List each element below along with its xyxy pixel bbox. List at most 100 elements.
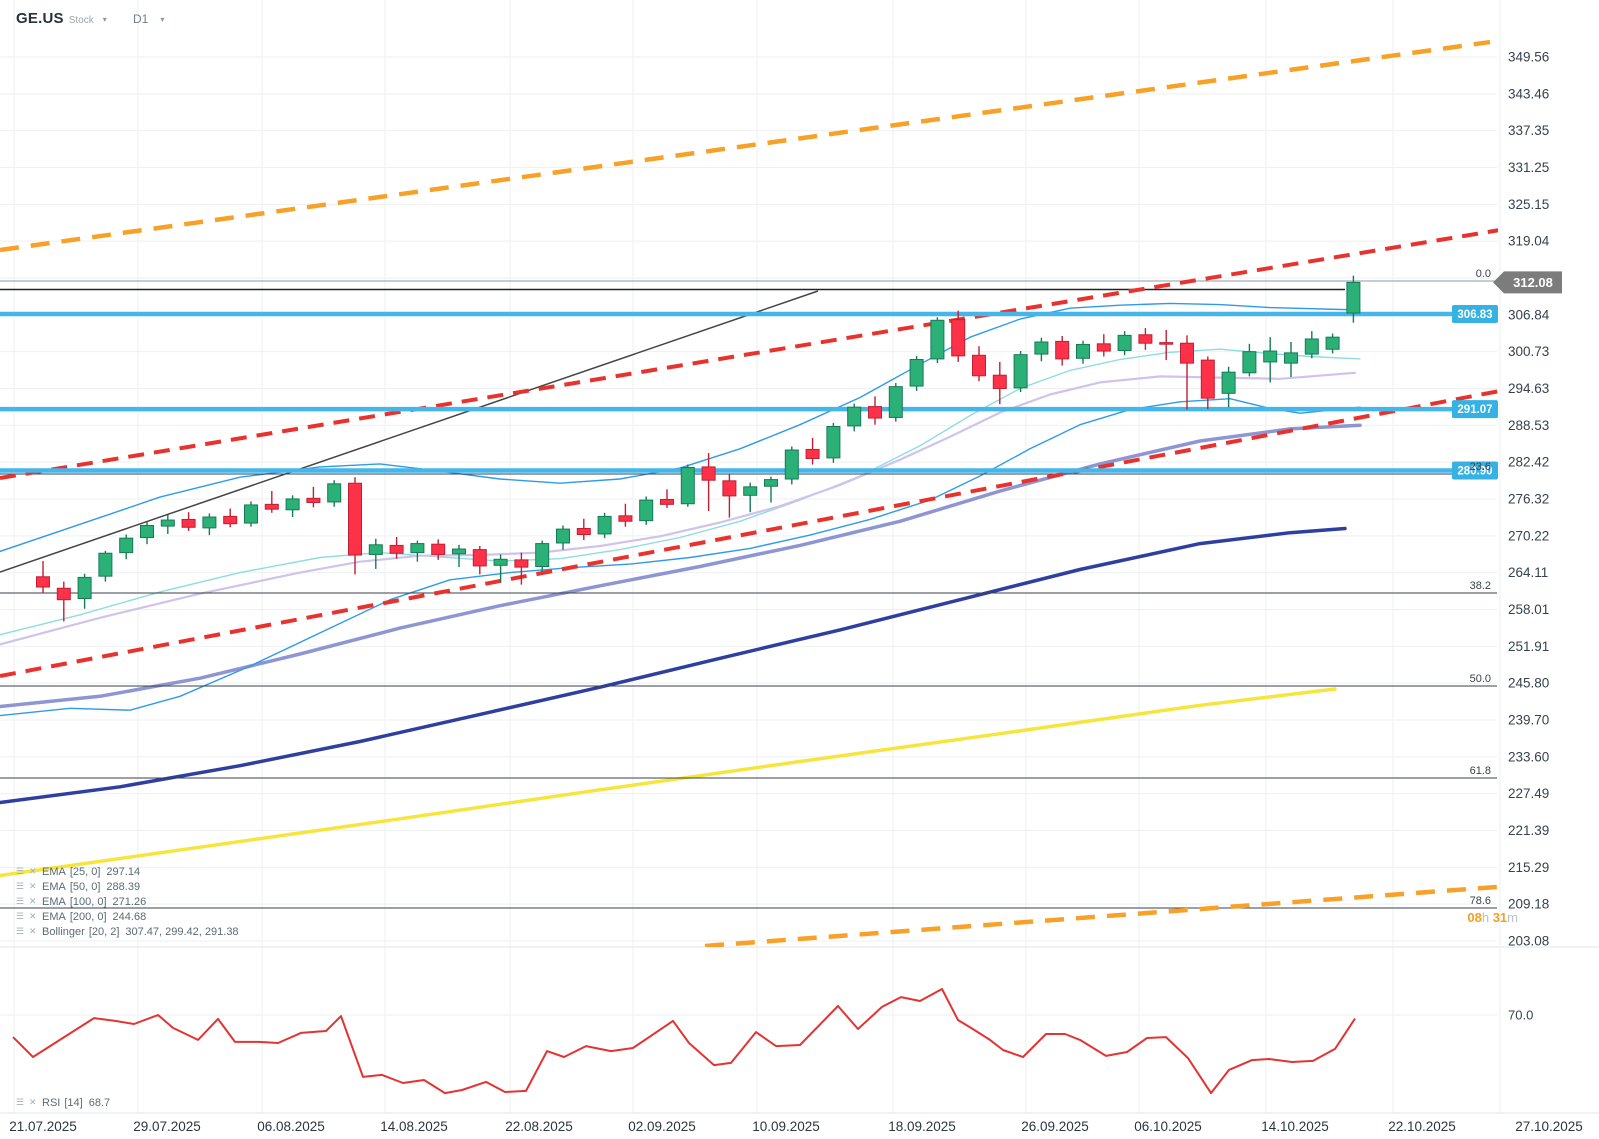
indicator-remove-icon[interactable]: ✕ bbox=[29, 1097, 37, 1107]
rsi-line bbox=[12, 988, 1356, 1095]
grid-layer bbox=[0, 0, 1599, 1114]
overlay-ema25 bbox=[0, 371, 1357, 646]
candle bbox=[119, 534, 134, 560]
candle bbox=[1138, 328, 1153, 350]
indicator-value: 271.26 bbox=[112, 895, 147, 908]
candle bbox=[160, 514, 175, 534]
instrument-selector[interactable]: GE.US Stock ▾ bbox=[16, 10, 107, 27]
candle bbox=[888, 383, 903, 422]
indicator-params: [20, 2] bbox=[88, 925, 120, 938]
overlay-ema200 bbox=[0, 687, 1337, 878]
drawing-channel-orange-lower[interactable] bbox=[704, 884, 1498, 947]
price-line-tag[interactable]: 291.07 bbox=[1452, 400, 1498, 419]
indicator-remove-icon[interactable]: ✕ bbox=[29, 926, 37, 936]
countdown-hours-unit: h bbox=[1481, 910, 1490, 925]
drawing-channel-red-upper[interactable] bbox=[0, 228, 1500, 481]
candle bbox=[389, 536, 404, 559]
candle bbox=[992, 361, 1007, 405]
price-axis-label: 215.29 bbox=[1508, 860, 1549, 875]
drawing-trendline-black[interactable] bbox=[0, 290, 819, 573]
legend-row-rsi[interactable]: ☰ ✕ RSI [14] 68.7 bbox=[16, 1095, 110, 1110]
indicator-remove-icon[interactable]: ✕ bbox=[29, 881, 37, 891]
price-axis-label: 331.25 bbox=[1508, 160, 1549, 175]
price-axis-label: 239.70 bbox=[1508, 712, 1549, 727]
candle bbox=[722, 474, 737, 518]
date-axis-label: 06.10.2025 bbox=[1134, 1119, 1202, 1134]
timeframe-selector[interactable]: D1 ▾ bbox=[133, 12, 164, 26]
price-line-tag[interactable]: 306.83 bbox=[1452, 305, 1498, 324]
indicator-settings-icon[interactable]: ☰ bbox=[16, 866, 25, 876]
indicator-name: EMA bbox=[42, 910, 66, 923]
indicator-name: EMA bbox=[42, 865, 66, 878]
indicator-settings-icon[interactable]: ☰ bbox=[16, 926, 25, 936]
candle bbox=[306, 486, 321, 508]
candle bbox=[951, 310, 966, 362]
svg-text:280.90: 280.90 bbox=[1457, 466, 1492, 478]
legend-row-ema25[interactable]: ☰ ✕ EMA [25, 0] 297.14 bbox=[16, 864, 239, 879]
indicator-params: [50, 0] bbox=[69, 880, 101, 893]
candle bbox=[660, 489, 674, 508]
svg-text:306.83: 306.83 bbox=[1457, 309, 1492, 321]
legend-row-ema200[interactable]: ☰ ✕ EMA [200, 0] 244.68 bbox=[16, 909, 239, 924]
fib-level-label: 78.6 bbox=[1470, 895, 1491, 907]
price-axis-label: 306.84 bbox=[1508, 307, 1550, 322]
price-axis-label: 288.53 bbox=[1508, 418, 1549, 433]
candle bbox=[639, 496, 654, 525]
indicator-value: 244.68 bbox=[112, 910, 147, 923]
countdown-minutes-unit: m bbox=[1507, 910, 1518, 925]
indicator-settings-icon[interactable]: ☰ bbox=[16, 881, 25, 891]
date-axis-label: 18.09.2025 bbox=[888, 1119, 956, 1134]
current-price-tag: 312.08 bbox=[1493, 271, 1562, 294]
indicator-settings-icon[interactable]: ☰ bbox=[16, 896, 25, 906]
price-axis-label: 251.91 bbox=[1508, 639, 1549, 654]
date-axis-label: 26.09.2025 bbox=[1021, 1119, 1089, 1134]
indicator-settings-icon[interactable]: ☰ bbox=[16, 911, 25, 921]
candle bbox=[1221, 366, 1236, 408]
candle bbox=[556, 525, 570, 550]
indicator-remove-icon[interactable]: ✕ bbox=[29, 896, 37, 906]
overlay-bollinger-middle bbox=[0, 348, 1361, 636]
indicator-settings-icon[interactable]: ☰ bbox=[16, 1097, 25, 1107]
indicator-remove-icon[interactable]: ✕ bbox=[29, 866, 37, 876]
indicator-value: 297.14 bbox=[106, 865, 141, 878]
indicator-name: Bollinger bbox=[42, 925, 85, 938]
candle bbox=[98, 550, 113, 582]
price-axis-label: 282.42 bbox=[1508, 455, 1549, 470]
candle bbox=[77, 573, 92, 609]
price-axis-label: 203.08 bbox=[1508, 933, 1549, 948]
candle bbox=[847, 403, 862, 432]
price-axis-label: 209.18 bbox=[1508, 897, 1549, 912]
price-line-tag[interactable]: 280.90 bbox=[1452, 461, 1498, 480]
drawing-channel-red-lower[interactable] bbox=[0, 389, 1500, 679]
date-axis-label: 06.08.2025 bbox=[257, 1119, 325, 1134]
candle bbox=[472, 545, 487, 575]
price-axis-label: 300.73 bbox=[1508, 344, 1549, 359]
fib-level-label: 50.0 bbox=[1470, 673, 1491, 685]
axis-labels-layer: 349.56 343.46 337.35 331.25 325.15 319.04 312.… bbox=[9, 50, 1583, 1135]
candles-layer bbox=[36, 275, 1361, 622]
candle bbox=[784, 446, 799, 485]
indicator-params: [14] bbox=[64, 1096, 83, 1109]
candle bbox=[223, 508, 238, 528]
candle bbox=[368, 538, 383, 569]
countdown-hours: 08 bbox=[1467, 910, 1482, 925]
candle bbox=[1242, 343, 1257, 377]
candle bbox=[327, 480, 342, 507]
price-axis-label: 270.22 bbox=[1508, 528, 1549, 543]
legend-row-ema50[interactable]: ☰ ✕ EMA [50, 0] 288.39 bbox=[16, 879, 239, 894]
rsi-legend: ☰ ✕ RSI [14] 68.7 bbox=[16, 1095, 110, 1110]
indicator-remove-icon[interactable]: ✕ bbox=[29, 911, 37, 921]
candle bbox=[1076, 340, 1090, 364]
candle bbox=[868, 396, 882, 425]
candle bbox=[805, 437, 820, 465]
legend-row-bollinger[interactable]: ☰ ✕ Bollinger [20, 2] 307.47, 299.42, 29… bbox=[16, 924, 239, 939]
price-axis-label: 294.63 bbox=[1508, 381, 1549, 396]
legend-row-ema100[interactable]: ☰ ✕ EMA [100, 0] 271.26 bbox=[16, 894, 239, 909]
price-axis-label: 343.46 bbox=[1508, 86, 1549, 101]
overlay-bollinger-lower bbox=[0, 398, 1361, 717]
drawing-channel-orange-upper[interactable] bbox=[0, 39, 1491, 253]
date-axis-label: 21.07.2025 bbox=[9, 1119, 77, 1134]
candle bbox=[909, 355, 924, 391]
price-axis-label: 349.56 bbox=[1508, 50, 1549, 65]
